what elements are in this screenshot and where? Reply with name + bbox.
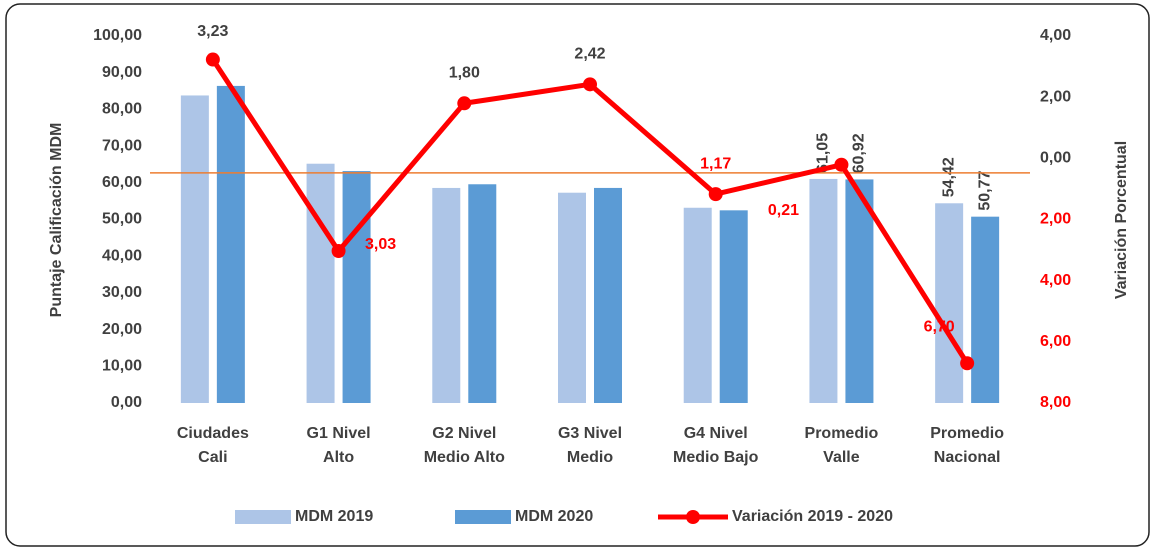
legend-swatch (455, 510, 511, 524)
y2-tick-label: 4,00 (1040, 272, 1071, 289)
bar (306, 163, 335, 403)
x-tick-label: Alto (323, 449, 354, 466)
bar (935, 203, 964, 403)
bar (216, 85, 245, 404)
bar (432, 187, 461, 403)
y2-tick-label: 2,00 (1040, 211, 1071, 228)
bar (683, 207, 712, 403)
bar (180, 95, 209, 403)
legend-swatch (686, 510, 700, 524)
y2-tick-label: 4,00 (1040, 27, 1071, 44)
y-axis-label: Puntaje Calificación MDM (48, 123, 65, 318)
bar (971, 216, 1000, 403)
line-value-label: 6,70 (924, 318, 955, 335)
y2-tick-label: 8,00 (1040, 394, 1071, 411)
bar-value-label: 54,42 (940, 157, 957, 197)
line-point (960, 356, 975, 371)
line-value-label: 3,03 (365, 236, 396, 253)
line-value-label: 0,21 (768, 202, 799, 219)
bar (845, 179, 874, 403)
bar (342, 171, 371, 403)
bar-value-label: 60,92 (851, 133, 868, 173)
line-point (331, 244, 346, 259)
line-value-label: 2,42 (574, 46, 605, 63)
x-tick-label: Medio Bajo (673, 449, 759, 466)
y-tick-label: 90,00 (102, 64, 142, 81)
y-tick-label: 0,00 (111, 394, 142, 411)
x-tick-label: Nacional (934, 449, 1001, 466)
line-point (205, 52, 220, 67)
bar (558, 192, 586, 403)
legend-label: Variación 2019 - 2020 (732, 508, 893, 525)
line-point (708, 187, 723, 202)
y2-tick-label: 0,00 (1040, 150, 1071, 167)
y-tick-label: 30,00 (102, 284, 142, 301)
x-tick-label: Promedio (930, 425, 1004, 442)
x-tick-label: Medio Alto (424, 449, 505, 466)
x-tick-label: Ciudades (177, 425, 249, 442)
line-value-label: 3,23 (197, 23, 228, 40)
x-tick-label: Cali (198, 449, 227, 466)
bar (594, 187, 622, 403)
y-tick-label: 60,00 (102, 174, 142, 191)
x-tick-label: Valle (823, 449, 860, 466)
bar (719, 210, 748, 403)
x-tick-label: Medio (567, 449, 613, 466)
line-point (834, 157, 849, 172)
legend-swatch (235, 510, 291, 524)
x-tick-label: G4 Nivel (684, 425, 748, 442)
bar-value-label: 61,05 (815, 133, 832, 173)
y-tick-label: 40,00 (102, 247, 142, 264)
y2-axis-label: Variación Porcentual (1113, 141, 1130, 299)
x-tick-label: G1 Nivel (307, 425, 371, 442)
legend-label: MDM 2020 (515, 508, 593, 525)
bar (809, 178, 838, 403)
bar (468, 184, 497, 403)
x-tick-label: G2 Nivel (432, 425, 496, 442)
bar-value-label: 50,77 (976, 171, 993, 211)
y-tick-label: 10,00 (102, 358, 142, 375)
y2-tick-label: 2,00 (1040, 88, 1071, 105)
legend-label: MDM 2019 (295, 508, 373, 525)
line-value-label: 1,17 (700, 155, 731, 172)
y-tick-label: 50,00 (102, 211, 142, 228)
y-tick-label: 100,00 (93, 27, 142, 44)
line-point (457, 96, 472, 111)
x-tick-label: Promedio (805, 425, 879, 442)
y-tick-label: 70,00 (102, 137, 142, 154)
y-tick-label: 20,00 (102, 321, 142, 338)
x-tick-label: G3 Nivel (558, 425, 622, 442)
line-value-label: 1,80 (449, 65, 480, 82)
line-point (583, 77, 597, 92)
y2-tick-label: 6,00 (1040, 333, 1071, 350)
y-tick-label: 80,00 (102, 101, 142, 118)
